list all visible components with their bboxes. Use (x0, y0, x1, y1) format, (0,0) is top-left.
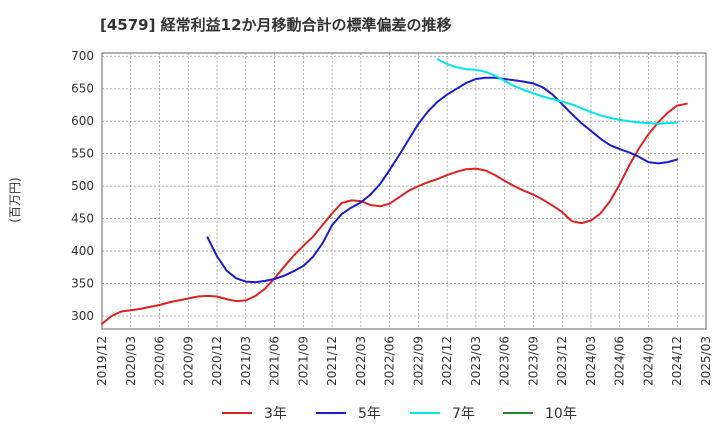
x-tick-label: 2021/03 (239, 336, 253, 386)
series-line-5年 (206, 76, 679, 284)
x-tick-label: 2024/12 (670, 336, 684, 386)
legend-label: 5年 (358, 406, 381, 422)
x-tick-label: 2024/09 (641, 336, 655, 386)
legend: 3年 5年 7年 10年 (222, 406, 577, 422)
x-tick-label: 2021/09 (296, 336, 310, 386)
grid-lines (102, 53, 706, 329)
x-tick-label: 2023/09 (526, 336, 540, 386)
y-tick-label: 700 (71, 49, 94, 63)
legend-label: 3年 (264, 406, 287, 422)
legend-label: 7年 (452, 406, 475, 422)
x-tick-label: 2022/09 (411, 336, 425, 386)
x-tick-label: 2021/12 (325, 336, 339, 386)
y-tick-label: 500 (71, 179, 94, 193)
x-tick-label: 2019/12 (95, 336, 109, 386)
x-tick-label: 2020/03 (124, 336, 138, 386)
series-line-3年 (101, 102, 688, 325)
y-tick-label: 300 (71, 309, 94, 323)
x-tick-label: 2020/06 (153, 336, 167, 386)
legend-label: 10年 (545, 406, 577, 422)
x-tick-label: 2022/06 (383, 336, 397, 386)
x-tick-label: 2021/06 (268, 336, 282, 386)
x-tick-label: 2023/12 (555, 336, 569, 386)
x-tick-label: 2024/03 (584, 336, 598, 386)
x-tick-label: 2023/06 (498, 336, 512, 386)
x-tick-label: 2022/12 (440, 336, 454, 386)
series-lines (101, 58, 688, 325)
x-tick-label: 2025/03 (699, 336, 713, 386)
x-axis-ticks: 2019/12 2020/03 2020/06 2020/09 2020/12 2021/… (95, 336, 713, 386)
y-axis-label: (百万円) (8, 177, 22, 222)
x-tick-label: 2020/09 (181, 336, 195, 386)
y-tick-label: 350 (71, 277, 94, 291)
y-tick-label: 600 (71, 114, 94, 128)
x-tick-label: 2023/03 (469, 336, 483, 386)
y-tick-label: 650 (71, 82, 94, 96)
series-line-7年 (436, 58, 679, 125)
x-tick-label: 2022/03 (354, 336, 368, 386)
x-tick-label: 2020/12 (210, 336, 224, 386)
y-tick-label: 550 (71, 147, 94, 161)
y-tick-label: 450 (71, 212, 94, 226)
chart-title: [4579] 経常利益12か月移動合計の標準偏差の推移 (100, 16, 452, 34)
y-tick-label: 400 (71, 244, 94, 258)
plot-area (101, 52, 707, 330)
x-tick-label: 2024/06 (613, 336, 627, 386)
y-axis-ticks: 300 350 400 450 500 550 600 650 700 (71, 49, 94, 323)
